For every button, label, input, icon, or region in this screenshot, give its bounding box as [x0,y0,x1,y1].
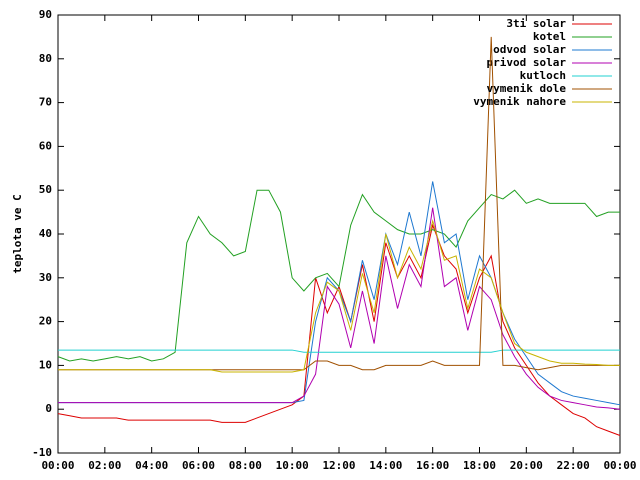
x-tick-label: 06:00 [182,459,215,472]
series-line [58,349,620,353]
x-tick-label: 00:00 [41,459,74,472]
y-tick-label: 30 [39,271,52,284]
x-tick-label: 02:00 [88,459,121,472]
x-tick-label: 04:00 [135,459,168,472]
series-line [57,223,621,436]
y-tick-label: 20 [39,315,52,328]
x-tick-label: 10:00 [276,459,309,472]
x-tick-label: 18:00 [463,459,496,472]
series-line [57,189,620,362]
x-tick-label: 08:00 [229,459,262,472]
legend-label: vymenik dole [487,82,567,95]
y-tick-label: 40 [39,227,52,240]
y-axis-label: teplota ve C [11,194,24,273]
series-line [58,218,620,373]
y-tick-label: 60 [39,139,52,152]
y-tick-label: 90 [39,8,52,21]
x-tick-label: 12:00 [322,459,355,472]
y-tick-label: 0 [45,402,52,415]
series-line [58,207,621,410]
legend-label: privod solar [487,56,567,69]
y-tick-label: 70 [39,96,52,109]
y-tick-label: 80 [39,52,52,65]
x-tick-label: 16:00 [416,459,449,472]
legend-label: odvod solar [493,43,566,56]
y-tick-label: -10 [32,446,52,459]
x-tick-label: 22:00 [557,459,590,472]
legend-label: kotel [533,30,566,43]
y-tick-label: 50 [39,183,52,196]
legend-label: 3ti solar [506,17,566,30]
series-line [58,181,621,406]
y-tick-label: 10 [39,358,52,371]
x-tick-label: 20:00 [510,459,543,472]
legend-label: vymenik nahore [473,95,566,108]
x-tick-label: 14:00 [369,459,402,472]
x-tick-label: 00:00 [603,459,636,472]
legend-label: kutloch [520,69,566,82]
